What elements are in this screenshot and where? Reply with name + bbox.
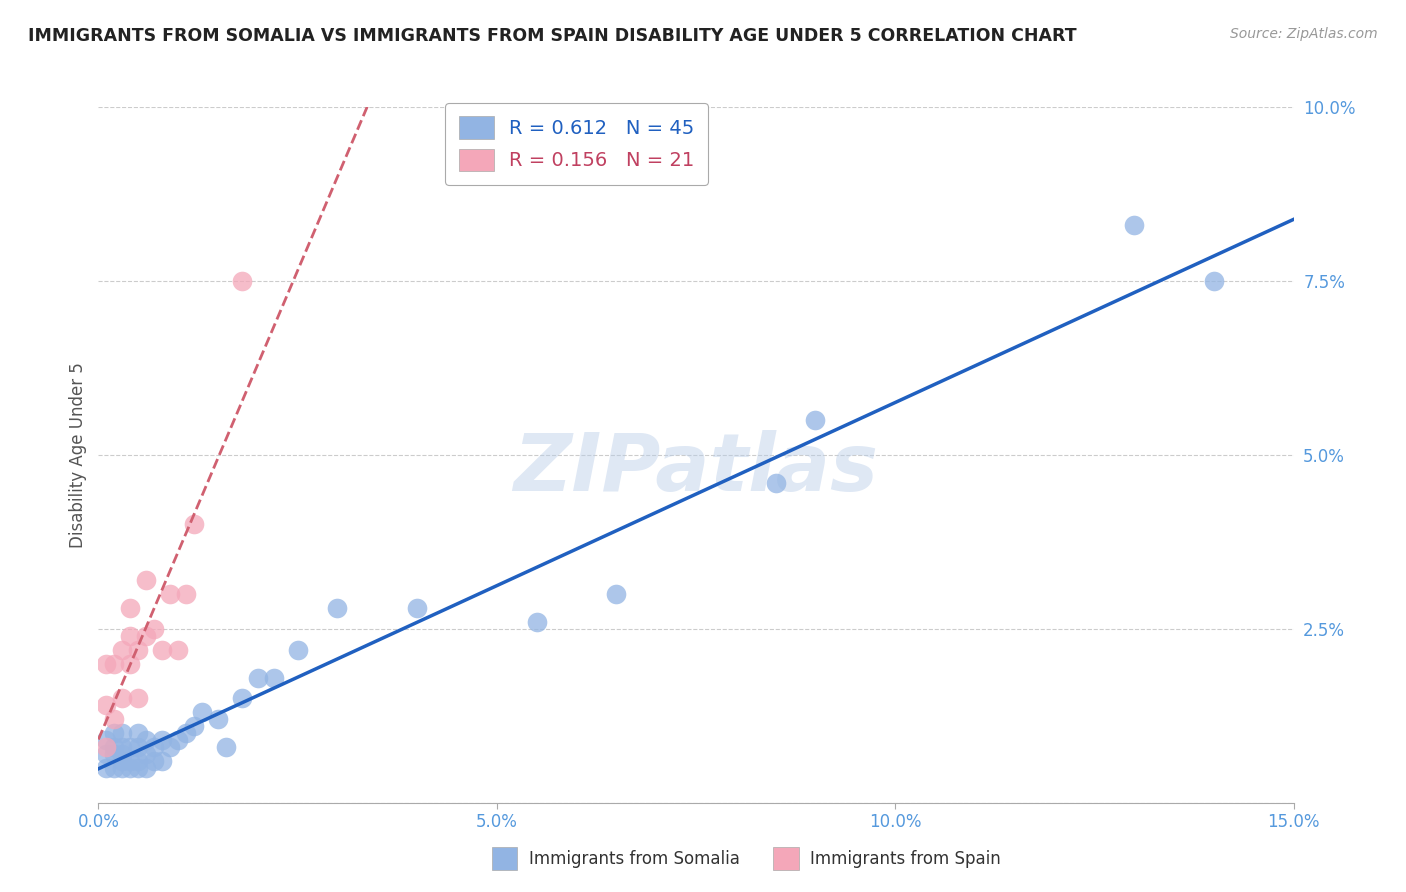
Point [103,657,125,671]
Point [183,517,205,532]
Point [120,761,142,775]
Y-axis label: Disability Age Under 5: Disability Age Under 5 [69,362,87,548]
Point [135,573,157,587]
Point [127,761,149,775]
Point [150,754,173,768]
Point [191,706,214,720]
Point [111,726,134,740]
Text: Immigrants from Spain: Immigrants from Spain [810,850,1001,868]
Point [96,657,118,671]
Point [150,642,173,657]
Point [127,726,149,740]
Point [111,747,134,761]
Point [127,754,149,768]
Point [150,733,173,747]
Point [135,747,157,761]
Point [96,740,118,755]
Point [159,587,181,601]
Point [127,642,149,657]
Point [167,642,190,657]
Point [406,601,429,615]
Point [120,601,142,615]
Point [143,622,166,636]
Point [1202,274,1225,288]
Point [231,691,253,706]
Point [605,587,627,601]
Point [174,587,197,601]
Point [96,733,118,747]
Point [103,726,125,740]
Text: Source: ZipAtlas.com: Source: ZipAtlas.com [1230,27,1378,41]
Text: Immigrants from Somalia: Immigrants from Somalia [529,850,740,868]
Point [143,754,166,768]
Point [246,671,269,685]
Point [1123,219,1146,233]
Point [127,691,149,706]
Point [96,698,118,713]
Point [120,629,142,643]
Point [183,719,205,733]
Point [135,629,157,643]
Point [96,761,118,775]
Point [804,413,827,427]
Point [103,761,125,775]
Point [111,691,134,706]
Legend: R = 0.612   N = 45, R = 0.156   N = 21: R = 0.612 N = 45, R = 0.156 N = 21 [444,103,709,185]
Point [287,642,309,657]
Point [111,754,134,768]
Point [207,712,229,726]
Point [103,740,125,755]
Point [111,740,134,755]
Point [120,754,142,768]
Point [231,274,253,288]
Point [159,740,181,755]
Point [167,733,190,747]
Point [103,747,125,761]
Point [215,740,238,755]
Point [174,726,197,740]
Point [143,740,166,755]
Point [127,740,149,755]
Point [120,657,142,671]
Point [326,601,349,615]
Point [135,761,157,775]
Point [96,747,118,761]
Point [526,615,548,629]
Text: IMMIGRANTS FROM SOMALIA VS IMMIGRANTS FROM SPAIN DISABILITY AGE UNDER 5 CORRELAT: IMMIGRANTS FROM SOMALIA VS IMMIGRANTS FR… [28,27,1077,45]
Point [111,761,134,775]
Point [120,740,142,755]
Point [135,733,157,747]
Point [765,475,787,490]
Point [111,642,134,657]
Text: ZIPatlas: ZIPatlas [513,430,879,508]
Point [263,671,285,685]
Point [103,712,125,726]
